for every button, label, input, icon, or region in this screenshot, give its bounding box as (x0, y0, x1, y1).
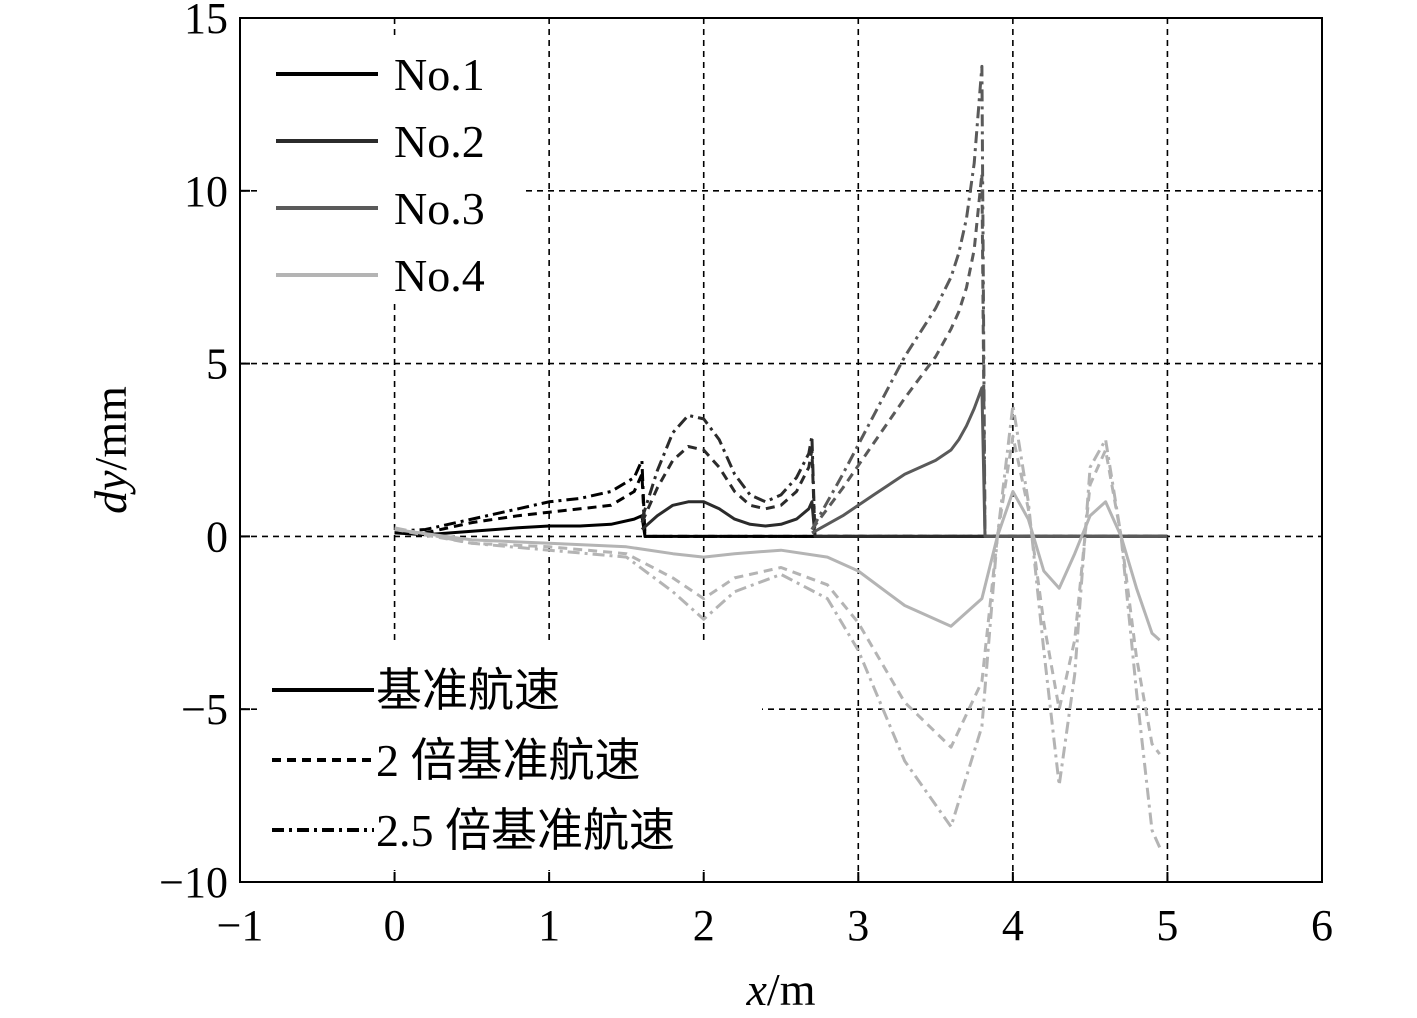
series-line (640, 445, 1168, 538)
legend-bottom-background (262, 642, 762, 870)
y-tick-label: −10 (159, 858, 228, 907)
series-line (394, 403, 1162, 849)
y-tick-label: 10 (184, 167, 228, 216)
y-axis-title: dy/mm (85, 386, 136, 514)
y-tick-label: −5 (181, 685, 228, 734)
x-tick-label: 3 (847, 901, 869, 950)
legend-label: 2 倍基准航速 (376, 735, 641, 786)
x-tick-label: 1 (538, 901, 560, 950)
x-axis-title: x/m (746, 964, 816, 1015)
legend-label: No.4 (394, 250, 485, 301)
x-tick-label: 0 (384, 901, 406, 950)
series-line (810, 64, 1168, 538)
series-line (640, 500, 1168, 538)
y-tick-label: 15 (184, 0, 228, 43)
legend-label: 基准航速 (376, 665, 560, 716)
x-tick-label: 4 (1002, 901, 1024, 950)
y-axis-variable: dy (85, 470, 136, 514)
legend-top-background (262, 38, 522, 300)
series-line (394, 434, 1161, 755)
legend-label: No.2 (394, 116, 485, 167)
series-line (640, 413, 1168, 538)
legend-speeds: 基准航速 2 倍基准航速 2.5 倍基准航速 (272, 665, 675, 856)
x-tick-label: 5 (1156, 901, 1178, 950)
x-axis-variable: x (746, 964, 768, 1015)
series-line (394, 514, 1168, 538)
y-tick-label: 0 (206, 512, 228, 561)
legend-label: No.3 (394, 183, 485, 234)
y-axis-unit: /mm (85, 386, 136, 471)
series-line (810, 172, 1168, 538)
y-tick-label: 5 (206, 340, 228, 389)
x-axis-unit: /m (767, 964, 816, 1015)
series-lines (394, 64, 1168, 849)
plot-frame (239, 17, 1323, 883)
legend-label: No.1 (394, 49, 485, 100)
legend-label: 2.5 倍基准航速 (376, 805, 675, 856)
x-tick-label: 2 (693, 901, 715, 950)
series-line (394, 490, 1161, 642)
series-line (811, 386, 1168, 538)
legend-ships: No.1 No.2 No.3 No.4 (276, 49, 485, 301)
x-tick-label: 6 (1311, 901, 1333, 950)
x-tick-label: −1 (217, 901, 264, 950)
